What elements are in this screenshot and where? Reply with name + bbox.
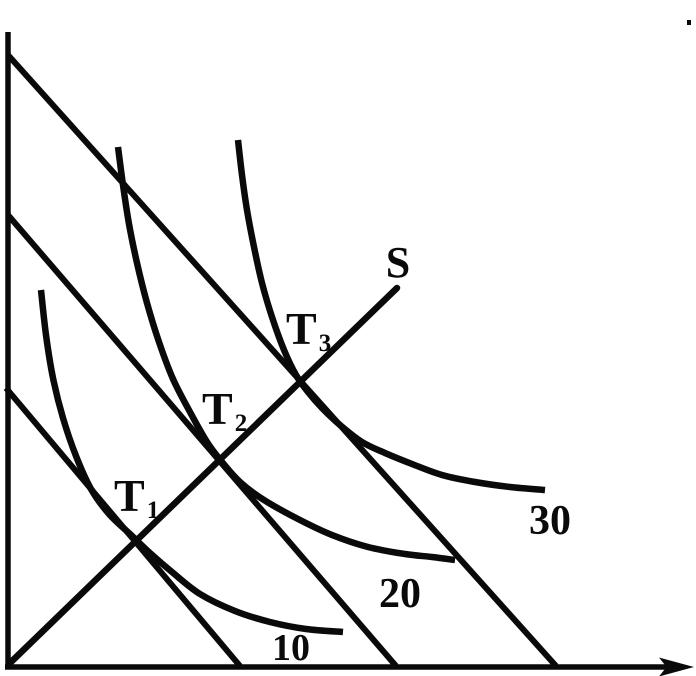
label-10: 10 xyxy=(272,627,310,669)
label-T2: T2 xyxy=(202,383,247,437)
budget-line-3 xyxy=(5,52,559,669)
indifference-curve-20 xyxy=(114,146,456,564)
indifference-curve-30 xyxy=(234,139,546,494)
budget-lines-group xyxy=(3,52,559,669)
label-30: 30 xyxy=(529,498,571,544)
stray-ink-dot xyxy=(687,20,691,25)
x-axis-arrowhead xyxy=(659,657,694,676)
label-T2-subscript: 2 xyxy=(235,410,248,437)
label-T1: T1 xyxy=(114,470,159,524)
label-S: S xyxy=(386,238,410,287)
label-T3-subscript: 3 xyxy=(319,330,332,357)
label-T3: T3 xyxy=(286,303,331,357)
expansion-path-S xyxy=(6,284,401,667)
budget-line-2 xyxy=(5,213,399,668)
axes-group xyxy=(5,20,694,676)
indifference-curve-10 xyxy=(37,289,344,636)
labels-group: S T1 T2 T3 10 20 30 xyxy=(114,238,571,669)
expansion-path-group xyxy=(6,284,401,667)
label-20: 20 xyxy=(379,571,421,617)
label-T1-subscript: 1 xyxy=(147,497,160,524)
indifference-curves-group xyxy=(37,139,546,636)
